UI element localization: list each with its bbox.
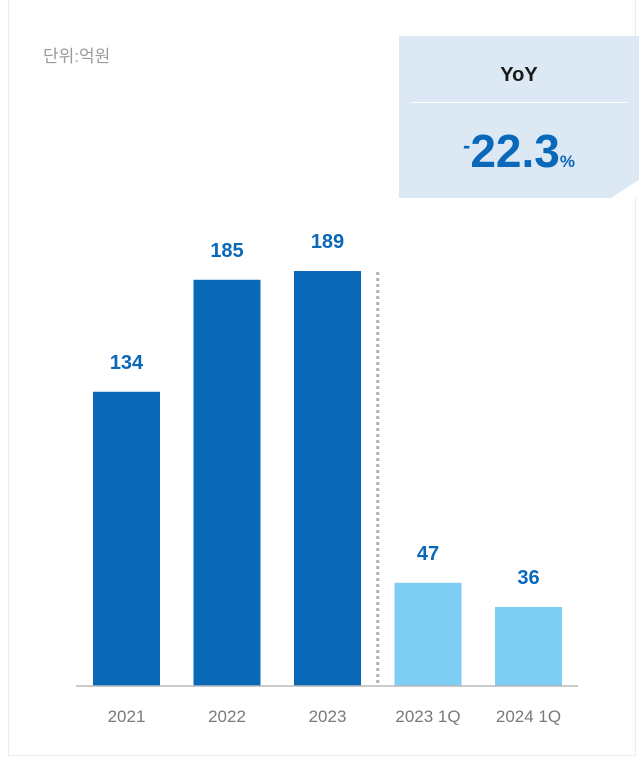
value-label: 134 — [110, 352, 144, 374]
category-label: 2023 1Q — [395, 707, 460, 726]
bar-2023-1q — [395, 583, 462, 686]
bar-2023 — [294, 271, 361, 686]
category-label: 2024 1Q — [496, 707, 561, 726]
value-label: 36 — [517, 567, 539, 589]
bar-2022 — [194, 280, 261, 686]
category-label: 2021 — [108, 707, 146, 726]
value-label: 185 — [210, 240, 243, 262]
value-label: 189 — [311, 231, 344, 253]
category-label: 2023 — [309, 707, 347, 726]
bar-2024-1q — [495, 607, 562, 686]
bar-2021 — [93, 392, 160, 686]
value-label: 47 — [417, 543, 439, 565]
category-label: 2022 — [208, 707, 246, 726]
